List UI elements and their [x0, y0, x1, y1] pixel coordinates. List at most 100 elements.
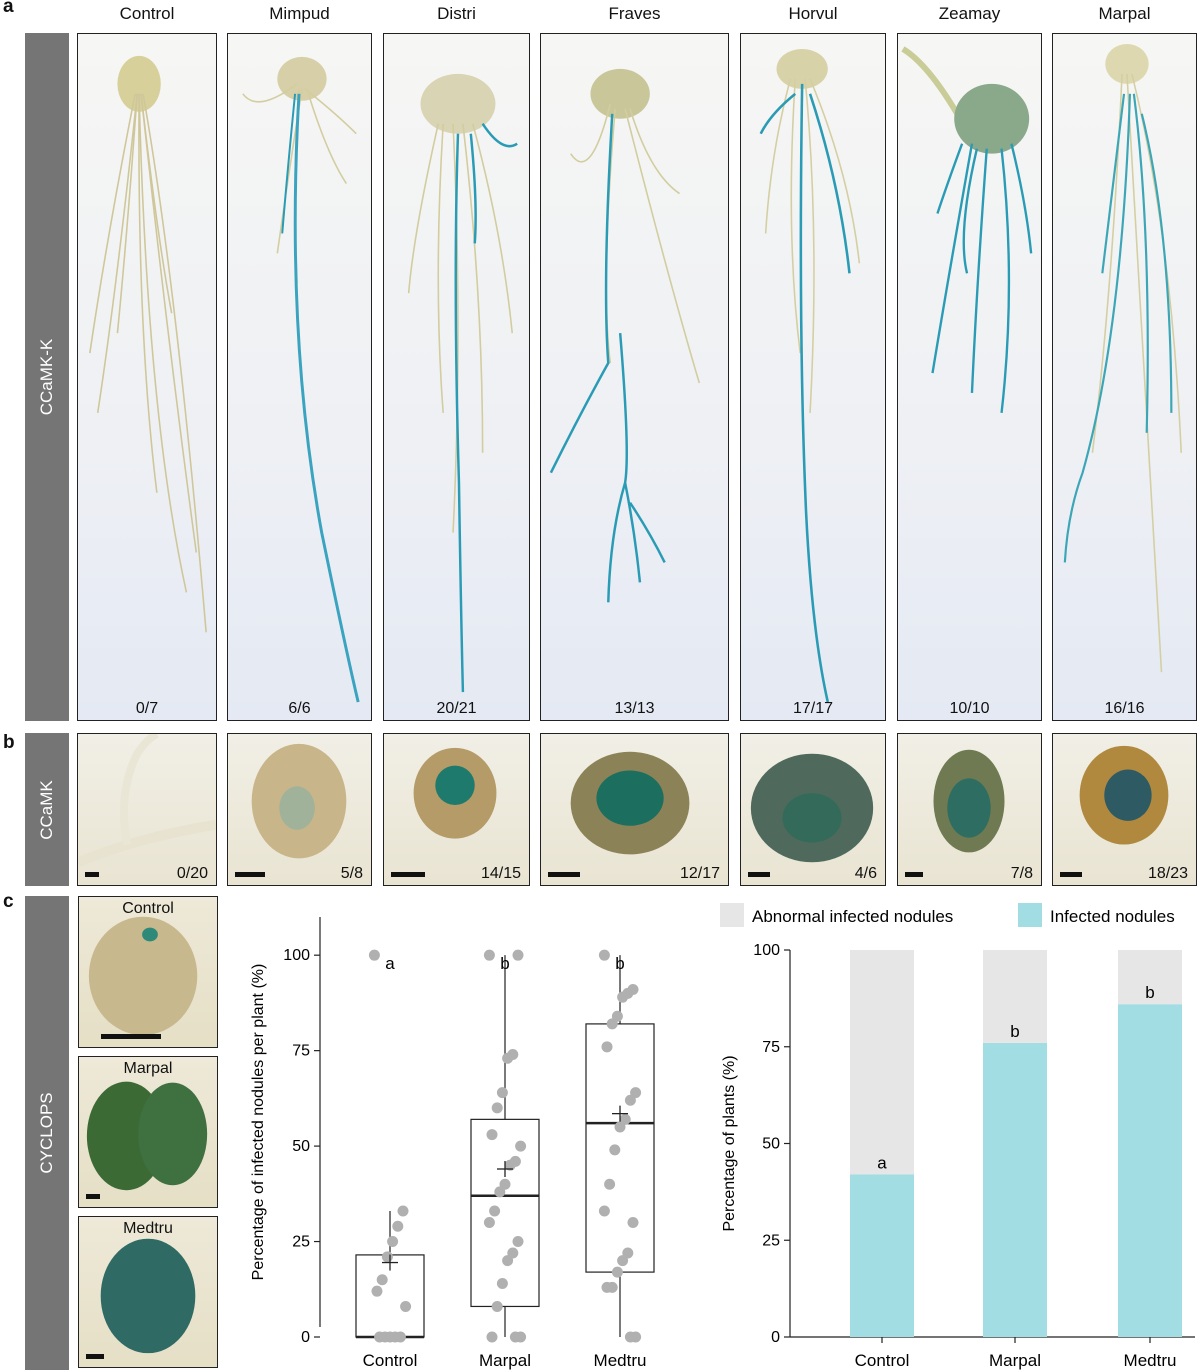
- scale-bar: [548, 872, 580, 877]
- column-title-distri: Distri: [437, 4, 476, 23]
- nodule-illustration: [88, 916, 198, 1036]
- root-image-horvul: 17/17: [740, 33, 886, 721]
- x-tick-label: Control: [855, 1351, 910, 1370]
- scale-bar: [1060, 872, 1082, 877]
- data-point: [376, 1274, 388, 1286]
- row-label-ccamk: CCaMK: [25, 733, 69, 886]
- column-title-marpal: Marpal: [1098, 4, 1151, 23]
- data-point: [504, 1159, 516, 1171]
- nodule-illustration: [1079, 745, 1169, 845]
- data-point: [489, 1205, 501, 1217]
- root-image-control: 0/7: [77, 33, 217, 721]
- data-point: [598, 1205, 610, 1217]
- data-point: [496, 1278, 508, 1290]
- y-tick-label: 75: [762, 1039, 780, 1056]
- root-image-fraves: 13/13: [540, 33, 729, 721]
- legend-swatch-abnormal: [720, 903, 744, 927]
- ratio-b-distri: 14/15: [480, 865, 521, 882]
- data-point: [601, 1281, 613, 1293]
- ratio-marpal: 16/16: [1104, 700, 1145, 717]
- ratio-horvul: 17/17: [792, 700, 834, 717]
- ratio-zeamay: 10/10: [949, 700, 990, 717]
- data-point: [598, 949, 610, 961]
- cyclops-label-control: Control: [122, 900, 174, 917]
- data-point: [371, 1285, 383, 1297]
- panel-b-letter: b: [3, 732, 15, 753]
- ratio-b-horvul: 4/6: [854, 865, 877, 882]
- data-point: [512, 1236, 524, 1248]
- bar-infected: [850, 1174, 914, 1337]
- y-tick-label: 50: [292, 1138, 310, 1155]
- x-tick-label: Marpal: [989, 1351, 1041, 1370]
- ratio-b-mimpud: 5/8: [340, 865, 363, 882]
- legend-swatch-infected: [1018, 903, 1042, 927]
- y-tick-label: 25: [292, 1234, 310, 1251]
- data-point: [512, 949, 524, 961]
- cyclops-label-marpal: Marpal: [123, 1060, 173, 1077]
- column-title-horvul: Horvul: [788, 4, 838, 23]
- row-label-cyclops: CYCLOPS: [25, 896, 69, 1370]
- data-point: [609, 1144, 621, 1156]
- nodule-illustration: [413, 747, 497, 839]
- significance-letter: a: [877, 1153, 887, 1172]
- data-point: [483, 1216, 495, 1228]
- bar-infected: [1118, 1004, 1182, 1337]
- data-point: [617, 1255, 629, 1267]
- column-title-zeamay: Zeamay: [938, 4, 1001, 23]
- y-tick-label: 100: [753, 942, 780, 959]
- bar-abnormal: [1118, 950, 1182, 1005]
- x-tick-label: Medtru: [594, 1351, 647, 1370]
- ratio-b-marpal: 18/23: [1147, 865, 1188, 882]
- ratio-mimpud: 6/6: [288, 700, 311, 717]
- y-tick-label: 0: [771, 1329, 780, 1346]
- data-point: [509, 1331, 521, 1343]
- ratio-b-zeamay: 7/8: [1010, 865, 1033, 882]
- row-label-ccamk-k: CCaMK-K: [25, 33, 69, 721]
- root-image-zeamay: 10/10: [897, 33, 1042, 721]
- root-image-distri: 20/21: [383, 33, 530, 721]
- scale-bar: [85, 872, 99, 877]
- y-tick-label: 75: [292, 1043, 310, 1060]
- root-illustration: [242, 56, 360, 703]
- bar-infected: [983, 1042, 1047, 1337]
- root-illustration: [78, 734, 216, 867]
- data-point: [397, 1205, 409, 1217]
- stacked-bar-chart: Abnormal infected nodules Infected nodule…: [720, 903, 1195, 1370]
- box: [470, 1118, 540, 1308]
- scale-bar: [235, 872, 265, 877]
- scale-bar: [748, 872, 770, 877]
- scale-bar: [905, 872, 923, 877]
- data-point: [624, 1331, 636, 1343]
- data-point: [496, 1087, 508, 1099]
- significance-letter: b: [1010, 1022, 1019, 1041]
- significance-letter: b: [615, 954, 624, 973]
- data-point: [374, 1331, 386, 1343]
- y-tick-label: 50: [762, 1136, 780, 1153]
- bar-abnormal: [850, 950, 914, 1175]
- data-point: [494, 1186, 506, 1198]
- column-title-control: Control: [119, 4, 175, 23]
- data-point: [400, 1300, 412, 1312]
- data-point: [381, 1251, 393, 1263]
- scale-bar: [391, 872, 425, 877]
- y-tick-label: 25: [762, 1232, 780, 1249]
- data-point: [502, 1052, 514, 1064]
- nodule-image-control: 0/20: [77, 733, 217, 886]
- cyclops-image-marpal: Marpal: [78, 1056, 218, 1208]
- legend-label-infected: Infected nodules: [1050, 907, 1175, 926]
- column-title-fraves: Fraves: [608, 4, 661, 23]
- box-plot-chart: 0 25 50 75 100 Percentage of infected nodules…: [250, 917, 655, 1370]
- data-point: [604, 1178, 616, 1190]
- data-point: [483, 949, 495, 961]
- ratio-b-control: 0/20: [176, 865, 208, 882]
- data-point: [601, 1041, 613, 1053]
- root-image-mimpud: 6/6: [227, 33, 372, 721]
- ratio-fraves: 13/13: [614, 700, 655, 717]
- significance-letter: a: [385, 954, 395, 973]
- y-axis-label: Percentage of plants (%): [721, 1055, 738, 1231]
- data-point: [515, 1140, 527, 1152]
- cyclops-label-medtru: Medtru: [123, 1220, 173, 1237]
- scale-bar: [101, 1034, 161, 1039]
- legend-label-abnormal: Abnormal infected nodules: [752, 907, 953, 926]
- root-illustration: [549, 68, 701, 603]
